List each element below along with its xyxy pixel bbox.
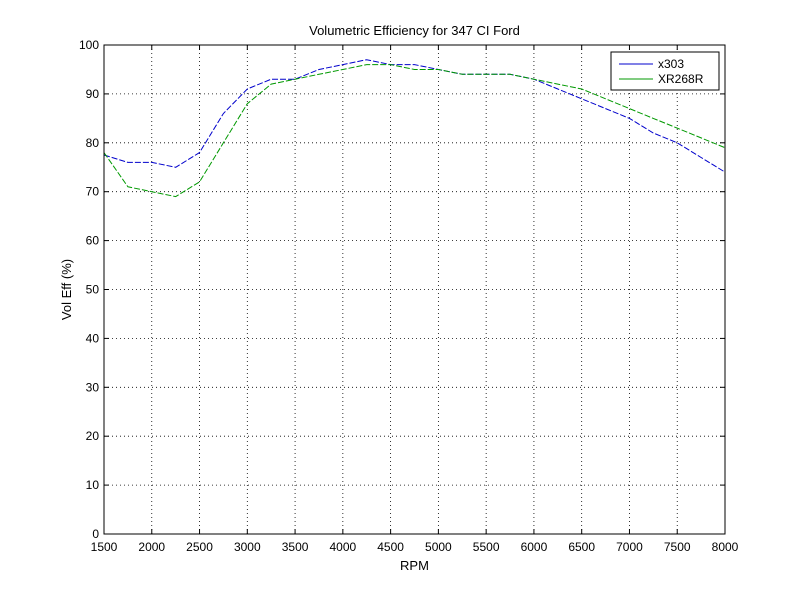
- ticks: 1500 2000 2500 3000 3500 4000 4500 5000 5500 6000…: [79, 38, 739, 554]
- legend-label-1: x303: [658, 57, 684, 71]
- y-tick-label: 60: [86, 234, 100, 248]
- series-line-2: [103, 64, 726, 198]
- x-tick-label: 7000: [616, 540, 643, 554]
- legend-box: [610, 51, 720, 91]
- x-tick-label: 8000: [712, 540, 739, 554]
- grid: [104, 45, 725, 534]
- x-tick-label: 3000: [234, 540, 261, 554]
- y-tick-label: 10: [86, 478, 100, 492]
- series-layer: [103, 59, 726, 198]
- y-tick-label: 40: [86, 331, 100, 345]
- x-tick-label: 4000: [329, 540, 356, 554]
- x-tick-label: 4500: [377, 540, 404, 554]
- x-tick-label: 2500: [186, 540, 213, 554]
- series-line-1: [103, 59, 726, 173]
- x-tick-label: 1500: [91, 540, 118, 554]
- y-tick-label: 100: [79, 38, 99, 52]
- x-tick-label: 6000: [521, 540, 548, 554]
- x-axis-title: RPM: [400, 558, 429, 573]
- y-tick-label: 90: [86, 87, 100, 101]
- x-tick-label: 3500: [282, 540, 309, 554]
- y-tick-label: 0: [92, 527, 99, 541]
- x-tick-label: 2000: [138, 540, 165, 554]
- y-tick-label: 80: [86, 136, 100, 150]
- y-tick-label: 20: [86, 429, 100, 443]
- legend-label-2: XR268R: [658, 72, 704, 86]
- y-tick-label: 30: [86, 380, 100, 394]
- x-tick-label: 5000: [425, 540, 452, 554]
- x-tick-label: 7500: [664, 540, 691, 554]
- y-axis-title: Vol Eff (%): [59, 259, 74, 320]
- x-tick-label: 6500: [568, 540, 595, 554]
- chart-title: Volumetric Efficiency for 347 CI Ford: [309, 23, 520, 38]
- y-tick-label: 50: [86, 283, 100, 297]
- y-tick-label: 70: [86, 185, 100, 199]
- x-tick-label: 5500: [473, 540, 500, 554]
